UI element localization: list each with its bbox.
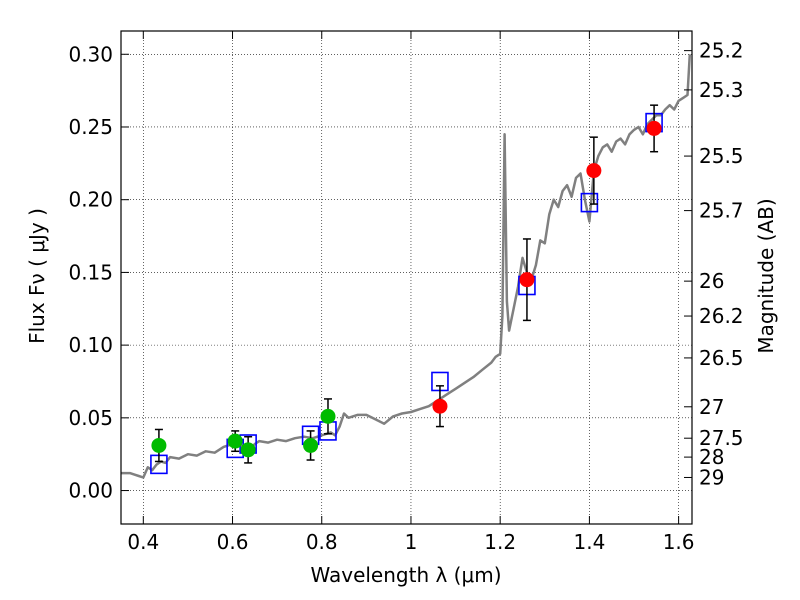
y-tick-label: 0.00 xyxy=(68,479,113,503)
right-tick-label: 28 xyxy=(699,445,724,469)
right-axis-title: Magnitude (AB) xyxy=(754,198,778,353)
y-tick-label: 0.05 xyxy=(68,406,113,430)
observed-nir-point xyxy=(586,163,602,179)
sed-model-line xyxy=(121,54,692,479)
observed-optical-point xyxy=(151,437,167,453)
axes xyxy=(120,30,693,525)
observed-optical-point xyxy=(240,442,256,458)
plot-area xyxy=(121,54,692,479)
observed-nir-point xyxy=(646,120,662,136)
right-tick-label: 26.2 xyxy=(699,304,744,328)
x-tick-label: 0.8 xyxy=(306,530,338,554)
y-tick-label: 0.10 xyxy=(68,333,113,357)
observed-optical-point xyxy=(320,408,336,424)
x-tick-label: 0.6 xyxy=(217,530,249,554)
observed-nir-point xyxy=(432,398,448,414)
x-tick-label: 0.4 xyxy=(127,530,159,554)
right-tick-label: 25.5 xyxy=(699,144,744,168)
right-tick-label: 25.3 xyxy=(699,78,744,102)
y-axis-title: Flux Fν ( μJy ) xyxy=(25,208,49,344)
ticks: 0.4 0.6 0.8 1 1.2 1.4 1.6 0.00 0.05 0.10 0.15 0.20 0… xyxy=(68,31,744,554)
model-photometry-square xyxy=(580,192,599,213)
y-tick-label: 0.20 xyxy=(68,188,113,212)
plot-frame xyxy=(120,30,693,525)
x-tick-label: 1.2 xyxy=(484,530,516,554)
x-tick-label: 1.4 xyxy=(573,530,605,554)
observed-nir-point xyxy=(519,272,535,288)
right-tick-label: 26 xyxy=(699,269,724,293)
y-tick-label: 0.15 xyxy=(68,260,113,284)
right-tick-label: 25.7 xyxy=(699,199,744,223)
right-tick-label: 27.5 xyxy=(699,426,744,450)
right-tick-label: 29 xyxy=(699,465,724,489)
y-tick-label: 0.30 xyxy=(68,42,113,66)
x-tick-label: 1 xyxy=(405,530,418,554)
observed-optical-point xyxy=(227,433,243,449)
right-tick-label: 27 xyxy=(699,395,724,419)
x-tick-label: 1.6 xyxy=(663,530,695,554)
observed-optical-point xyxy=(303,437,319,453)
right-tick-label: 26.5 xyxy=(699,346,744,370)
right-tick-label: 25.2 xyxy=(699,39,744,63)
grid-lines xyxy=(121,31,692,524)
y-tick-label: 0.25 xyxy=(68,115,113,139)
x-axis-title: Wavelength λ (μm) xyxy=(310,563,501,587)
